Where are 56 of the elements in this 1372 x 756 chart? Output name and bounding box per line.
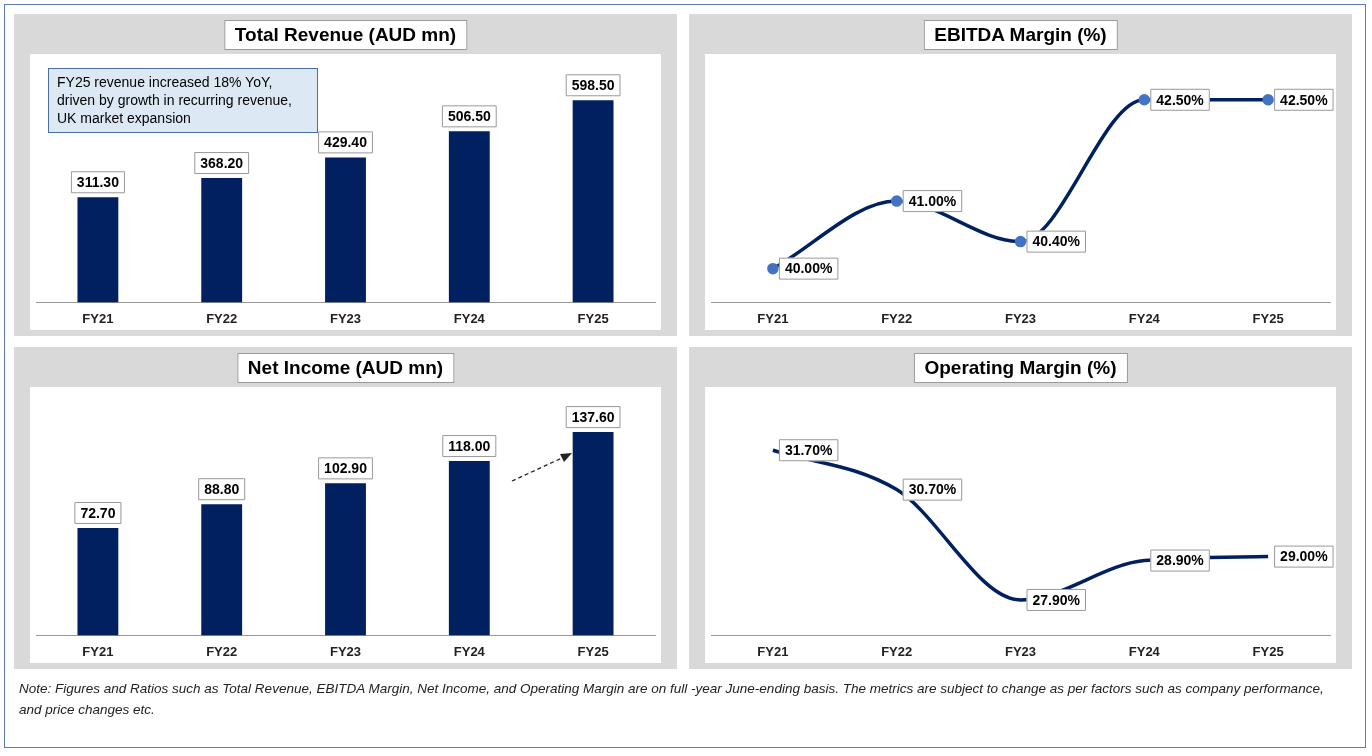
x-tick-label: FY25 <box>577 643 609 659</box>
x-tick-label: FY22 <box>881 643 913 659</box>
x-tick-label: FY24 <box>453 310 486 326</box>
data-label: 42.50% <box>1156 91 1205 108</box>
data-label: 88.80 <box>204 481 240 498</box>
data-label: 137.60 <box>571 408 615 425</box>
text: Note: Figures and Ratios such as Total Revenue, EBITDA Margin, Net Income, and Operating Margin are on full -year June-ending basis. The metrics are subject to change as per factors such as company performance, and price changes etc. <box>19 680 1325 719</box>
data-label: 28.90% <box>1156 552 1205 569</box>
x-tick-label: FY23 <box>329 643 362 659</box>
bar <box>448 131 490 303</box>
annotation: FY25 revenue increased 18% YoY, driven by growth in recurring revenue, UK market expansion <box>48 68 318 133</box>
x-tick-label: FY23 <box>1004 643 1037 659</box>
x-tick-label: FY21 <box>82 310 114 326</box>
x-tick-label: FY25 <box>577 310 609 326</box>
x-tick-label: FY22 <box>206 643 238 659</box>
bar <box>572 432 614 636</box>
chart-title: Operating Margin (%) <box>913 353 1128 383</box>
data-label: 429.40 <box>324 134 368 151</box>
bar <box>325 157 366 303</box>
x-tick-label: FY22 <box>206 310 238 326</box>
data-label: 598.50 <box>571 77 615 94</box>
bar <box>77 527 119 636</box>
x-tick-label: FY25 <box>1252 310 1284 326</box>
data-label: 40.40% <box>1032 233 1081 250</box>
data-label: 29.00% <box>1280 548 1329 565</box>
data-label: 42.50% <box>1280 91 1329 108</box>
chart-title: Total Revenue (AUD mn) <box>223 20 468 50</box>
bar <box>448 461 490 636</box>
chart-title: EBITDA Margin (%) <box>923 20 1118 50</box>
x-tick-label: FY25 <box>1252 643 1284 659</box>
bar <box>325 483 366 636</box>
data-label: 506.50 <box>447 108 491 125</box>
data-label: 311.30 <box>76 174 120 191</box>
x-tick-label: FY23 <box>1004 310 1037 326</box>
data-label: 368.20 <box>200 154 244 171</box>
chart-title: Net Income (AUD mn) <box>236 353 455 383</box>
x-tick-label: FY24 <box>1128 643 1161 659</box>
x-tick-label: FY24 <box>453 643 486 659</box>
x-tick-label: FY21 <box>82 643 114 659</box>
data-label: 41.00% <box>908 192 957 209</box>
bar <box>77 197 119 303</box>
x-tick-label: FY23 <box>329 310 362 326</box>
bar <box>201 178 243 303</box>
x-tick-label: FY24 <box>1128 310 1161 326</box>
data-label: 30.70% <box>908 481 957 498</box>
data-label: 118.00 <box>448 437 491 454</box>
bar <box>572 100 614 303</box>
x-tick-label: FY21 <box>757 643 789 659</box>
data-label: 72.70 <box>80 504 116 521</box>
x-tick-label: FY21 <box>757 310 789 326</box>
x-tick-label: FY22 <box>881 310 913 326</box>
data-label: 27.90% <box>1032 591 1081 608</box>
data-label: 40.00% <box>784 260 833 277</box>
data-label: 102.90 <box>324 460 368 477</box>
bar <box>201 504 243 636</box>
data-label: 31.70% <box>784 442 833 459</box>
